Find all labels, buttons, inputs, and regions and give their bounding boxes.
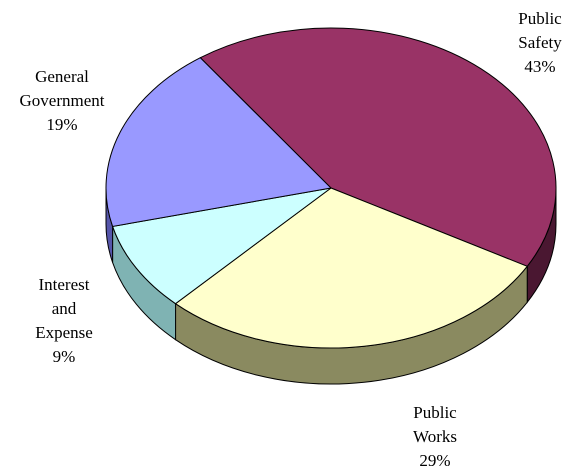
slice-value-general-government: 19% <box>46 115 77 134</box>
slice-label-interest-line2: and <box>52 299 77 318</box>
slice-value-public-safety: 43% <box>524 57 555 76</box>
slice-label-public-safety-line2: Safety <box>518 33 562 52</box>
slice-label-general-government: General Government 19% <box>20 67 105 134</box>
slice-value-interest-and-expense: 9% <box>53 347 76 366</box>
slice-label-public-works: Public Works 29% <box>413 403 457 470</box>
slice-label-public-works-line2: Works <box>413 427 457 446</box>
pie-slice-public-works <box>174 187 529 349</box>
slice-label-general-government-line2: Government <box>20 91 105 110</box>
slice-value-public-works: 29% <box>419 451 450 470</box>
slice-label-interest-line1: Interest <box>39 275 90 294</box>
slice-label-interest-line3: Expense <box>35 323 93 342</box>
slice-label-public-safety: Public Safety 43% <box>518 9 562 76</box>
slice-label-general-government-line1: General <box>35 67 89 86</box>
slice-label-public-safety-line1: Public <box>518 9 562 28</box>
pie-slice-general-government <box>105 57 333 228</box>
slice-label-public-works-line1: Public <box>413 403 457 422</box>
pie-slices <box>105 27 557 349</box>
pie-slice-public-safety <box>199 27 557 267</box>
slice-label-interest-and-expense: Interest and Expense 9% <box>35 275 93 366</box>
